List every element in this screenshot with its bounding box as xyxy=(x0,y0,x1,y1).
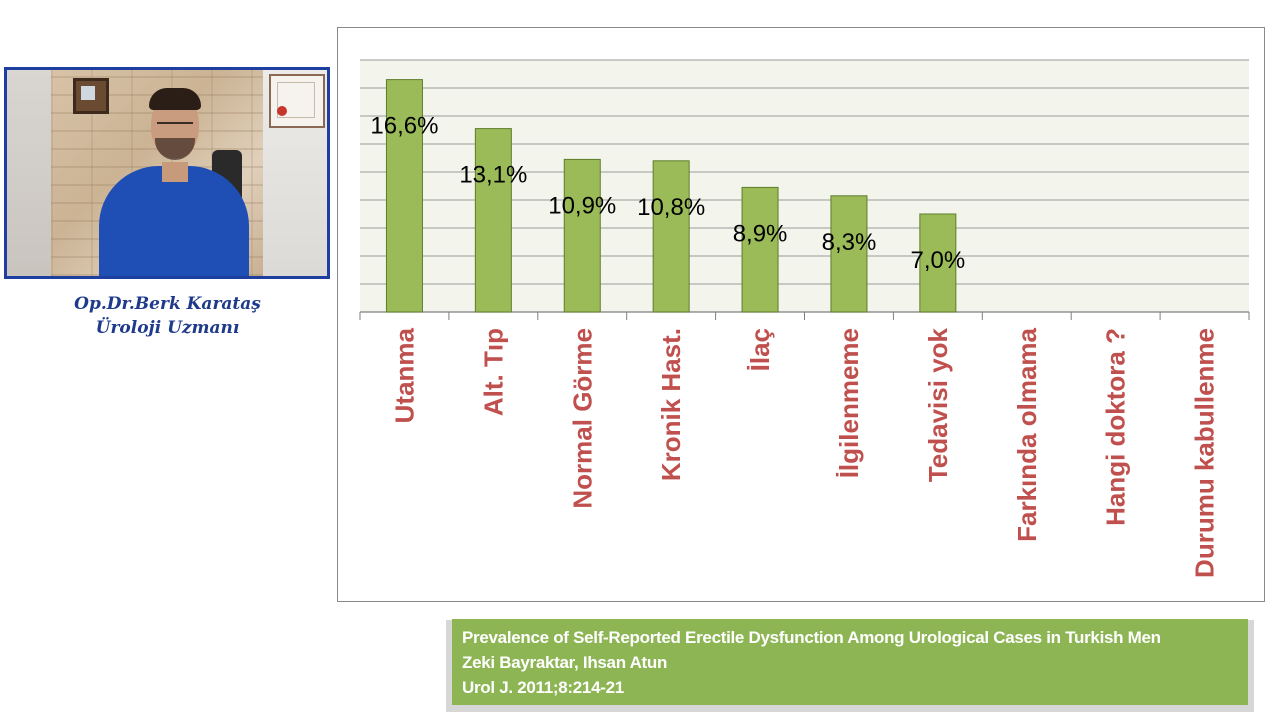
category-label: Hangi doktora ? xyxy=(1101,328,1131,526)
presenter-video xyxy=(4,67,330,279)
citation-journal: Urol J. 2011;8:214-21 xyxy=(462,678,624,697)
video-diploma-frame xyxy=(269,74,325,128)
bar xyxy=(385,79,423,313)
category-label: Durumu kabullenme xyxy=(1190,328,1220,578)
bar xyxy=(830,195,868,313)
data-label: 8,3% xyxy=(822,229,877,256)
bar xyxy=(652,160,690,313)
category-label: Utanma xyxy=(389,327,419,423)
bar xyxy=(474,128,512,313)
citation-title: Prevalence of Self-Reported Erectile Dys… xyxy=(462,628,1161,647)
data-label: 13,1% xyxy=(459,162,527,189)
video-wall-left xyxy=(7,70,51,276)
presenter-beard xyxy=(155,138,195,160)
data-label: 10,9% xyxy=(548,192,616,219)
presenter-title: Üroloji Uzmanı xyxy=(95,318,240,338)
category-label: Kronik Hast. xyxy=(656,328,686,481)
category-label: Tedavisi yok xyxy=(923,327,953,482)
data-label: 16,6% xyxy=(370,113,438,140)
chart-frame: 16,6% Utanma 13,1% Alt. Tıp 10,9% Normal Görm… xyxy=(337,27,1265,602)
bar xyxy=(563,158,601,313)
bar-chart: 16,6% Utanma 13,1% Alt. Tıp 10,9% Normal Görm… xyxy=(359,59,1250,578)
data-label: 8,9% xyxy=(733,220,788,247)
presenter-name: Op.Dr.Berk Karataş xyxy=(74,294,261,314)
presenter-glasses xyxy=(157,122,193,134)
presenter-body xyxy=(99,166,249,276)
citation-authors: Zeki Bayraktar, Ihsan Atun xyxy=(462,653,668,672)
category-label: Alt. Tıp xyxy=(478,328,508,416)
bar xyxy=(919,213,957,313)
data-label: 10,8% xyxy=(637,194,705,221)
data-label: 7,0% xyxy=(910,247,965,274)
video-picture-frame xyxy=(73,78,109,114)
category-label: İlgilenmeme xyxy=(834,328,864,478)
bar xyxy=(741,186,779,313)
category-label: Normal Görme xyxy=(567,328,597,509)
category-label: İlaç xyxy=(745,328,775,371)
presenter-caption: Op.Dr.Berk Karataş Üroloji Uzmanı xyxy=(0,292,335,340)
presenter-neck xyxy=(162,162,188,182)
citation-box: Prevalence of Self-Reported Erectile Dys… xyxy=(452,619,1248,705)
presenter-hair xyxy=(149,88,201,110)
video-diploma-seal xyxy=(277,106,287,116)
category-label: Farkında olmama xyxy=(1012,327,1042,541)
